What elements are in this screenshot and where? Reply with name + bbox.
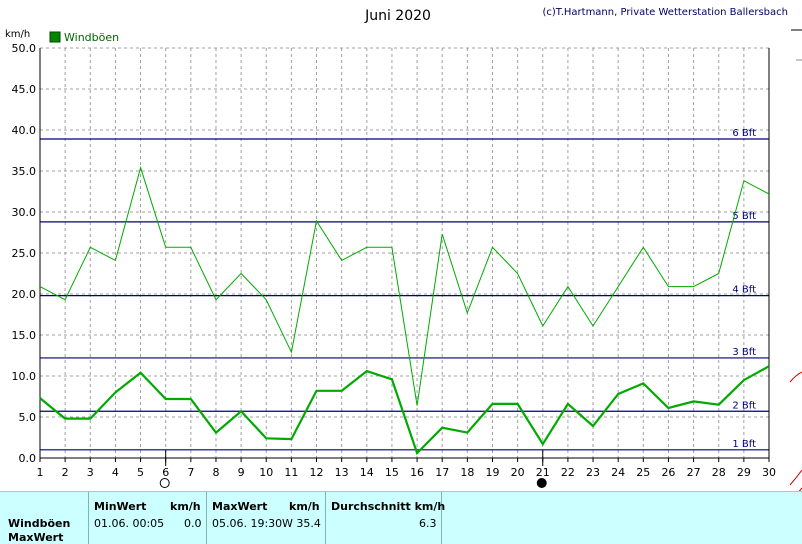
y-tick-label: 10.0 xyxy=(12,370,37,383)
x-tick-label: 26 xyxy=(661,466,675,479)
new-moon-icon xyxy=(537,479,546,488)
legend-label: Windböen xyxy=(64,31,119,44)
max-value: W 35.4 xyxy=(282,517,321,530)
x-tick-label: 10 xyxy=(259,466,273,479)
x-tick-label: 13 xyxy=(335,466,349,479)
x-tick-label: 8 xyxy=(212,466,219,479)
y-tick-label: 25.0 xyxy=(12,247,37,260)
x-tick-label: 1 xyxy=(37,466,44,479)
y-tick-label: 50.0 xyxy=(12,42,37,55)
x-tick-label: 23 xyxy=(586,466,600,479)
x-tick-label: 29 xyxy=(737,466,751,479)
x-tick-label: 16 xyxy=(410,466,424,479)
min-time: 01.06. 00:05 xyxy=(94,517,164,530)
min-unit: km/h xyxy=(170,500,201,513)
x-tick-label: 22 xyxy=(561,466,575,479)
x-tick-label: 4 xyxy=(112,466,119,479)
y-tick-label: 45.0 xyxy=(12,83,37,96)
right-edge-decor xyxy=(790,30,802,491)
y-tick-label: 15.0 xyxy=(12,329,37,342)
x-tick-label: 15 xyxy=(385,466,399,479)
min-header: MinWert xyxy=(94,500,146,513)
x-tick-label: 24 xyxy=(611,466,625,479)
avg-value: 6.3 xyxy=(419,517,437,530)
bft-label: 6 Bft xyxy=(732,128,756,139)
series xyxy=(40,168,769,453)
y-tick-label: 40.0 xyxy=(12,124,37,137)
x-tick-label: 20 xyxy=(511,466,525,479)
x-tick-label: 2 xyxy=(62,466,69,479)
x-tick-label: 28 xyxy=(712,466,726,479)
x-tick-label: 11 xyxy=(284,466,298,479)
bft-label: 2 Bft xyxy=(732,400,756,411)
legend-swatch xyxy=(50,32,60,42)
y-tick-label: 30.0 xyxy=(12,206,37,219)
grid xyxy=(40,48,769,458)
gust-series-line xyxy=(40,168,769,406)
stats-row-label-1: Windböen xyxy=(8,517,70,530)
bft-label: 4 Bft xyxy=(732,285,756,296)
bft-label: 3 Bft xyxy=(732,347,756,358)
stats-row-label-2: MaxWert xyxy=(8,531,63,544)
y-tick-label: 20.0 xyxy=(12,288,37,301)
y-tick-label: 0.0 xyxy=(19,452,37,465)
bft-label: 1 Bft xyxy=(732,439,756,450)
x-tick-label: 27 xyxy=(687,466,701,479)
x-tick-label: 5 xyxy=(137,466,144,479)
chart-credit: (c)T.Hartmann, Private Wetterstation Bal… xyxy=(542,7,788,18)
max-header: MaxWert xyxy=(212,500,267,513)
x-tick-label: 3 xyxy=(87,466,94,479)
x-tick-label: 7 xyxy=(187,466,194,479)
stats-panel: Windböen MaxWert MinWert km/h 01.06. 00:… xyxy=(0,491,802,544)
chart-title: Juni 2020 xyxy=(364,8,431,24)
avg-series-line xyxy=(40,366,769,453)
x-tick-label: 21 xyxy=(536,466,550,479)
x-tick-label: 17 xyxy=(435,466,449,479)
y-tick-label: 5.0 xyxy=(19,411,37,424)
min-value: 0.0 xyxy=(184,517,202,530)
beaufort-lines: 1 Bft 2 Bft 3 Bft 4 Bft 5 Bft 6 Bft xyxy=(40,128,769,450)
x-tick-label: 12 xyxy=(310,466,324,479)
max-time: 05.06. 19:30 xyxy=(212,517,282,530)
x-tick-label: 19 xyxy=(485,466,499,479)
x-tick-label: 18 xyxy=(460,466,474,479)
x-tick-label: 9 xyxy=(238,466,245,479)
x-tick-label: 25 xyxy=(636,466,650,479)
y-axis-unit: km/h xyxy=(5,29,30,40)
wind-chart: Juni 2020 (c)T.Hartmann, Private Wetters… xyxy=(0,0,802,491)
avg-header: Durchschnitt km/h xyxy=(331,500,445,513)
x-tick-label: 6 xyxy=(162,466,169,479)
max-unit: km/h xyxy=(289,500,320,513)
bft-label: 5 Bft xyxy=(732,211,756,222)
x-tick-label: 14 xyxy=(360,466,374,479)
full-moon-icon xyxy=(160,479,169,488)
x-tick-label: 30 xyxy=(762,466,776,479)
y-tick-label: 35.0 xyxy=(12,165,37,178)
